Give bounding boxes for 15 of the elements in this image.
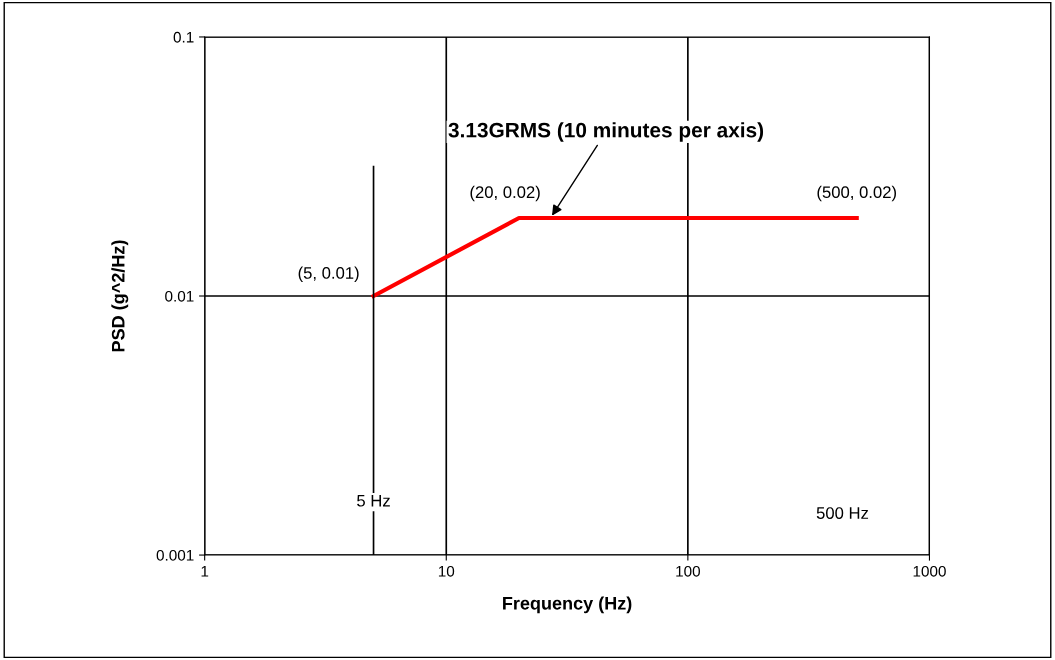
annotation: 500 Hz [816,507,869,519]
x-tick-label: 100 [676,565,701,577]
x-tick-label: 10 [438,565,455,577]
y-tick-label: 0.001 [156,549,194,561]
y-tick-label: 0.1 [173,31,194,43]
x-axis-title: Frequency (Hz) [503,596,632,614]
ref-line-label: 5 Hz [357,494,390,507]
y-tick-label: 0.01 [165,290,194,302]
annotation: (500, 0.02) [817,185,896,202]
annotation: (5, 0.01) [298,266,359,283]
annotation: 3.13GRMS (10 minutes per axis) [448,122,764,142]
y-axis-title: PSD (g^2/Hz) [111,240,129,352]
annotation: (20, 0.02) [470,185,540,202]
x-tick-label: 1000 [913,565,946,577]
x-tick-label: 1 [201,566,209,577]
